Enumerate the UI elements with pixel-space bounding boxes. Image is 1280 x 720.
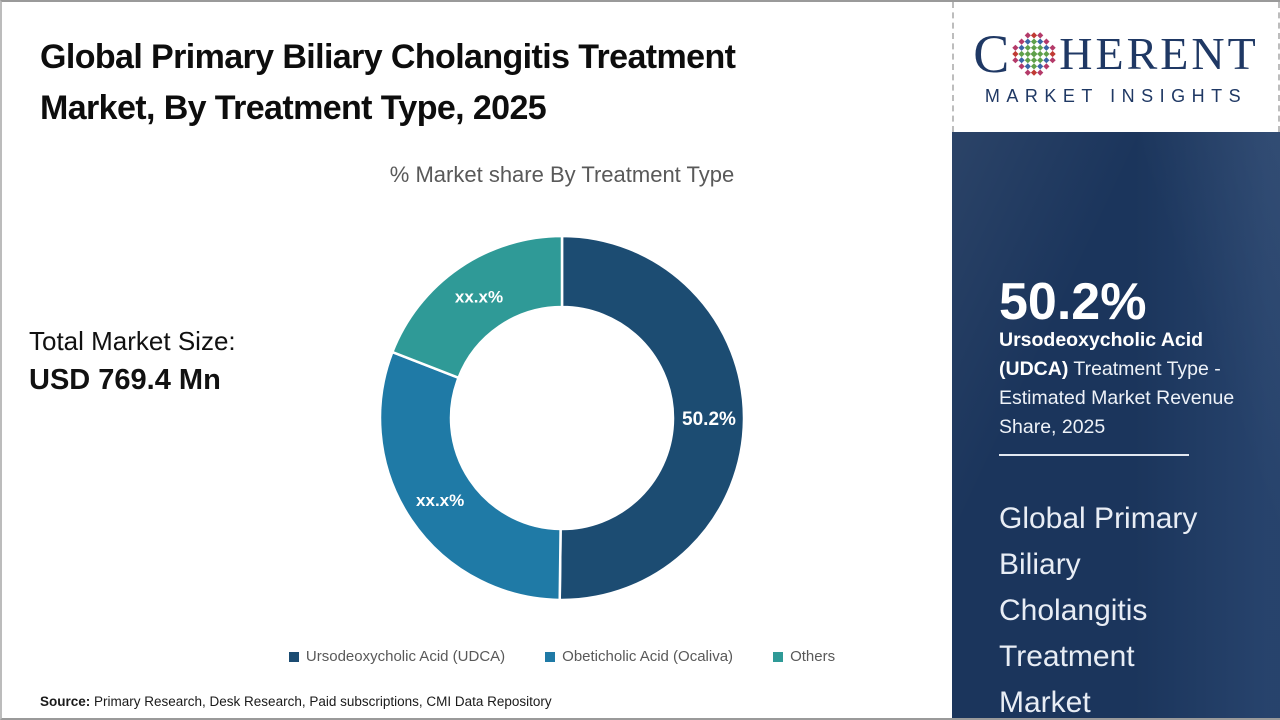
market-title-line: Treatment: [999, 640, 1135, 673]
dotted-globe-icon: [1012, 32, 1057, 76]
legend-swatch-others: [773, 651, 784, 662]
stat-description-rest: Treatment Type - Estimated Market Revenu…: [999, 358, 1235, 438]
logo-card: C HERENT MARKET INSIGHTS: [952, 2, 1280, 132]
total-market-size: Total Market Size: USD 769.4 Mn: [29, 326, 236, 397]
donut-slice-label-0: 50.2%: [682, 409, 736, 430]
page-title-line1: Global Primary Biliary Cholangitis Treat…: [40, 38, 736, 76]
source-note: Source: Primary Research, Desk Research,…: [40, 694, 552, 709]
legend-label-others: Others: [790, 648, 836, 665]
page-title-line2: Market, By Treatment Type, 2025: [40, 89, 547, 127]
source-label: Source:: [40, 694, 91, 709]
legend-item-others: Others: [773, 648, 835, 665]
donut-slice-label-2: xx.x%: [455, 288, 503, 307]
market-title-line: Cholangitis: [999, 594, 1148, 627]
legend-label-ocaliva: Obeticholic Acid (Ocaliva): [562, 648, 734, 665]
market-title-line: Biliary: [999, 548, 1081, 581]
donut-slice-1: [378, 350, 562, 602]
legend-swatch-udca: [288, 651, 299, 662]
legend-swatch-ocaliva: [545, 651, 556, 662]
coherent-logo: C HERENT: [973, 27, 1258, 81]
stat-description: Ursodeoxycholic Acid (UDCA) Treatment Ty…: [999, 326, 1254, 442]
sidebar: 50.2% Ursodeoxycholic Acid (UDCA) Treatm…: [952, 132, 1280, 719]
donut-slice-0: [558, 234, 746, 602]
total-market-size-label: Total Market Size:: [29, 326, 236, 356]
logo-letter-c: C: [973, 24, 1010, 84]
logo-word-herent: HERENT: [1059, 28, 1259, 79]
total-market-size-value: USD 769.4 Mn: [29, 364, 221, 396]
page-title: Global Primary Biliary Cholangitis Treat…: [40, 32, 736, 134]
chart-subtitle: % Market share By Treatment Type: [389, 162, 735, 187]
stat-value: 50.2%: [999, 273, 1147, 331]
stat-description-bold: Ursodeoxycholic Acid (UDCA): [999, 329, 1204, 380]
legend-item-ocaliva: Obeticholic Acid (Ocaliva): [545, 648, 733, 665]
donut-slice-2: [390, 234, 564, 380]
donut-chart: 50.2% xx.x% xx.x%: [378, 234, 746, 602]
donut-slice-label-1: xx.x%: [416, 491, 464, 510]
sidebar-divider: [999, 454, 1189, 456]
market-title-line: Global Primary: [999, 502, 1198, 535]
sidebar-market-title: Global Primary Biliary Cholangitis Treat…: [999, 496, 1198, 719]
legend-item-udca: Ursodeoxycholic Acid (UDCA): [288, 648, 506, 665]
source-text: Primary Research, Desk Research, Paid su…: [90, 694, 552, 709]
chart-legend: Ursodeoxycholic Acid (UDCA) Obeticholic …: [182, 648, 942, 665]
logo-subtitle: MARKET INSIGHTS: [984, 86, 1248, 106]
legend-label-udca: Ursodeoxycholic Acid (UDCA): [305, 648, 506, 665]
market-title-line: Market: [999, 686, 1091, 719]
